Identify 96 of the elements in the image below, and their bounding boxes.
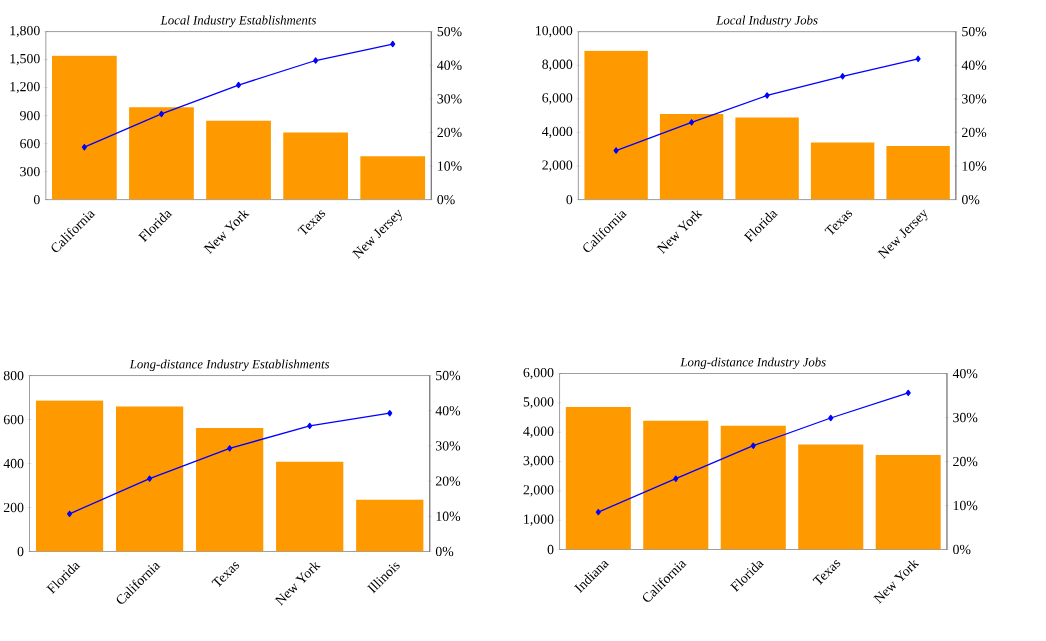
bar (129, 107, 194, 200)
point (613, 147, 619, 154)
y-tick-label: 600 (3, 414, 24, 424)
bar (196, 427, 264, 552)
point (764, 92, 770, 99)
bar (886, 145, 950, 200)
y-tick-label: 0 (566, 194, 573, 205)
point (828, 414, 834, 421)
bar (565, 406, 631, 550)
bar (35, 400, 104, 552)
bar (360, 156, 426, 200)
point (915, 55, 921, 62)
y-tick-label: 1,800 (10, 25, 40, 38)
y2-tick-label: 50% (436, 370, 461, 381)
y2-tick-label: 10% (436, 511, 461, 521)
y-tick-label: 3,000 (523, 455, 554, 467)
bar (643, 420, 709, 550)
y2-tick-label: 40% (435, 405, 461, 416)
bar (276, 461, 344, 552)
y2-tick-label: 0% (437, 194, 455, 205)
bar (735, 117, 799, 200)
y-tick-label: 2,000 (542, 160, 573, 172)
y-tick-label: 1,000 (524, 514, 554, 526)
point (227, 444, 233, 452)
point (673, 475, 679, 482)
point (840, 72, 846, 80)
chart-title: Long-distance Industry Jobs (680, 357, 826, 369)
y-tick-label: 1,200 (10, 81, 40, 94)
y-tick-label: 900 (20, 110, 40, 121)
point (905, 389, 911, 396)
bar (810, 142, 875, 200)
point (147, 475, 153, 482)
y2-tick-label: 10% (962, 161, 987, 171)
x-tick-label: New York (873, 559, 920, 604)
y2-tick-label: 0% (961, 194, 980, 205)
y-tick-label: 8,000 (542, 59, 573, 71)
y-tick-label: 800 (3, 370, 24, 381)
chart-title: Local Industry Jobs (716, 15, 818, 27)
y2-tick-label: 0% (435, 546, 454, 556)
y-tick-label: 10,000 (536, 25, 573, 38)
point (307, 422, 313, 429)
bar (115, 406, 184, 552)
y2-tick-label: 30% (962, 93, 987, 104)
point (750, 442, 756, 449)
y-tick-label: 600 (20, 138, 40, 149)
y-tick-label: 2,000 (523, 484, 554, 497)
point (235, 81, 242, 89)
y-tick-label: 0 (17, 546, 24, 556)
x-tick-label: New York (274, 561, 321, 606)
bar (52, 55, 117, 200)
y-tick-label: 4,000 (542, 126, 573, 138)
bar (206, 120, 271, 200)
chart-title: Long-distance Industry Establishments (129, 359, 330, 371)
y2-tick-label: 30% (436, 441, 461, 451)
y2-tick-label: 10% (438, 161, 462, 171)
y2-tick-label: 20% (435, 476, 461, 486)
point (595, 508, 601, 516)
x-tick-label: New York (203, 209, 250, 254)
y2-tick-label: 30% (953, 412, 978, 423)
y2-tick-label: 20% (962, 127, 987, 137)
x-tick-label: New York (656, 209, 703, 254)
point (689, 118, 695, 126)
y2-tick-label: 0% (953, 544, 971, 554)
y2-tick-label: 40% (437, 60, 462, 70)
y-tick-label: 1,500 (10, 53, 40, 66)
y-tick-label: 6,000 (542, 92, 573, 105)
point (158, 110, 165, 117)
y2-tick-label: 50% (962, 26, 987, 37)
y2-tick-label: 30% (437, 93, 462, 104)
y2-tick-label: 40% (961, 60, 987, 70)
bar (356, 499, 424, 552)
chart-title: Local Industry Establishments (160, 15, 317, 27)
point (66, 510, 73, 517)
y2-tick-label: 50% (437, 26, 462, 37)
y-tick-label: 200 (3, 502, 24, 512)
y-tick-label: 6,000 (523, 367, 554, 379)
point (390, 40, 396, 48)
y2-tick-label: 40% (952, 368, 978, 379)
bar (798, 444, 864, 550)
bar (720, 425, 786, 550)
bar (584, 50, 648, 200)
y-tick-label: 0 (33, 194, 40, 205)
y2-tick-label: 20% (953, 456, 978, 467)
bar (283, 132, 349, 200)
y2-tick-label: 10% (953, 500, 978, 510)
point (81, 143, 87, 151)
y-tick-label: 5,000 (523, 397, 554, 409)
bar (875, 454, 941, 550)
point (313, 57, 319, 64)
y-tick-label: 300 (20, 166, 40, 177)
bar (659, 113, 724, 200)
y-tick-label: 4,000 (523, 426, 554, 438)
point (387, 409, 393, 417)
y-tick-label: 0 (547, 544, 554, 554)
y-tick-label: 400 (3, 458, 24, 468)
y2-tick-label: 20% (437, 127, 462, 137)
